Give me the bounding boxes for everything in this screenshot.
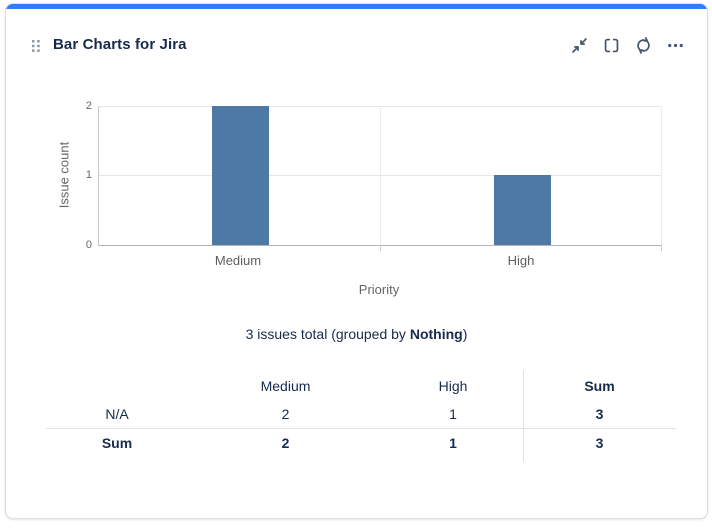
table-sum-row: Sum 2 1 3	[46, 428, 676, 457]
summary-table: Medium High Sum N/A 2 1 3 Sum 2 1 3	[46, 370, 676, 462]
table-row: N/A 2 1 3	[46, 400, 676, 428]
table-header-sum: Sum	[584, 378, 615, 394]
plot-area	[98, 106, 662, 251]
summary-groupby: Nothing	[409, 326, 463, 342]
gadget-card: Bar Charts for Jira	[5, 3, 708, 519]
y-tick-0: 0	[85, 239, 92, 251]
refresh-button[interactable]	[634, 36, 653, 55]
gridline	[380, 106, 381, 245]
table-header-medium: Medium	[260, 378, 311, 394]
cell-high: 1	[449, 406, 457, 422]
row-label: Sum	[101, 435, 133, 451]
summary-prefix: 3 issues total (grouped by	[245, 326, 410, 342]
expand-icon	[604, 38, 619, 53]
y-axis-title: Issue count	[56, 141, 72, 209]
cell-sum: 3	[595, 435, 604, 451]
refresh-icon	[637, 37, 650, 54]
collapse-button[interactable]	[570, 36, 589, 55]
table-header-row: Medium High Sum	[46, 372, 676, 400]
row-label: N/A	[105, 406, 129, 422]
x-axis-tick	[380, 245, 381, 251]
x-axis-title: Priority	[358, 282, 400, 297]
expand-button[interactable]	[602, 36, 621, 55]
bar-medium[interactable]	[212, 106, 269, 245]
table-sum-column-divider	[523, 370, 524, 462]
x-category-high: High	[507, 253, 535, 268]
gadget-header: Bar Charts for Jira	[6, 9, 707, 57]
gridline	[661, 106, 662, 245]
cell-medium: 2	[281, 435, 290, 451]
gadget-actions	[570, 36, 685, 55]
y-tick-1: 1	[85, 169, 92, 181]
cell-sum: 3	[595, 406, 604, 422]
bar-high[interactable]	[494, 175, 551, 245]
drag-handle-icon[interactable]	[31, 39, 41, 58]
summary-text: 3 issues total (grouped by Nothing)	[6, 326, 707, 342]
x-axis-tick	[661, 245, 662, 251]
cell-high: 1	[449, 435, 457, 451]
table-header-high: High	[438, 378, 468, 394]
x-category-medium: Medium	[214, 253, 262, 268]
cell-medium: 2	[281, 406, 290, 422]
summary-suffix: )	[462, 326, 468, 342]
more-icon	[668, 43, 683, 48]
gadget-title: Bar Charts for Jira	[53, 36, 187, 53]
more-button[interactable]	[666, 36, 685, 55]
collapse-icon	[572, 38, 587, 53]
y-tick-2: 2	[85, 100, 92, 112]
gadget-accent-bar	[6, 4, 707, 9]
